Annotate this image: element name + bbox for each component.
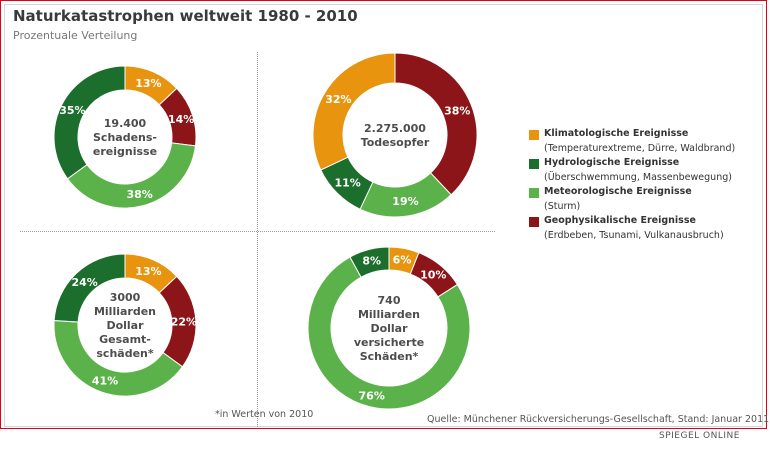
donut-percent-label: 32% (325, 93, 351, 106)
donut-center-label: Schadens- (93, 131, 157, 144)
donut-segment-klimatologische (312, 52, 396, 171)
brand-label: SPIEGEL ONLINE (659, 431, 740, 441)
footnote: *in Werten von 2010 (215, 409, 314, 420)
donut-percent-label: 38% (444, 104, 470, 117)
donut-percent-label: 35% (59, 104, 85, 117)
legend-swatch (529, 159, 539, 169)
donut-center-label: Dollar (106, 319, 144, 332)
donut-center-label: Milliarden (94, 305, 156, 318)
donut-percent-label: 6% (393, 254, 412, 267)
donut-center-label: Milliarden (358, 308, 420, 321)
donut-segment-hydrologische (53, 65, 126, 180)
donut-percent-label: 13% (135, 265, 161, 278)
legend-swatch (529, 217, 539, 227)
donut-percent-label: 22% (171, 315, 197, 328)
chart-inner-border (4, 4, 763, 427)
legend-label: Meteorologische Ereignisse (544, 186, 692, 197)
legend-label: Geophysikalische Ereignisse (544, 215, 696, 226)
donut-segment-hydrologische (349, 246, 390, 278)
legend-swatch (529, 130, 539, 140)
legend-description: (Überschwemmung, Massenbewegung) (544, 172, 732, 183)
vertical-divider (257, 52, 258, 427)
legend-label: Hydrologische Ereignisse (544, 157, 680, 168)
legend-item-meteorologisch: Meteorologische Ereignisse (Sturm) (529, 186, 759, 215)
donut-center-label: 2.275.000 (364, 122, 426, 135)
donut-center-label: schäden* (96, 347, 153, 360)
donut-percent-label: 76% (359, 389, 385, 402)
legend-item-geophysikalisch: Geophysikalische Ereignisse (Erdbeben, T… (529, 215, 759, 244)
legend-item-hydrologisch: Hydrologische Ereignisse (Überschwemmung… (529, 157, 759, 186)
donut-percent-label: 24% (71, 276, 97, 289)
chart-subtitle: Prozentuale Verteilung (13, 29, 138, 42)
donut-center-label: Gesamt- (99, 333, 151, 346)
donut-center-label: Todesopfer (361, 136, 430, 149)
donut-chart-gesamtschaeden: 13% 22% 41% 24% 3000MilliardenDollarGesamt-s… (53, 253, 197, 397)
donut-percent-label: 14% (168, 113, 194, 126)
donut-percent-label: 13% (135, 77, 161, 90)
donut-segment-hydrologische (53, 253, 126, 323)
donut-percent-label: 8% (362, 255, 381, 268)
legend-description: (Temperaturextreme, Dürre, Waldbrand) (544, 143, 736, 154)
donut-percent-label: 41% (92, 375, 118, 388)
legend: Klimatologische Ereignisse (Temperaturex… (529, 128, 759, 244)
donut-percent-label: 38% (127, 188, 153, 201)
chart-title: Naturkatastrophen weltweit 1980 - 2010 (13, 7, 358, 25)
donut-center-label: 3000 (110, 291, 141, 304)
donut-center-label: Dollar (370, 322, 408, 335)
legend-description: (Sturm) (544, 201, 581, 212)
donut-center-label: ereignisse (93, 145, 157, 158)
donut-segment-geophysikalische (394, 52, 478, 196)
donut-segment-meteorologische (53, 320, 184, 397)
legend-item-klimatologisch: Klimatologische Ereignisse (Temperaturex… (529, 128, 759, 157)
donut-center-label: Schäden* (360, 350, 419, 363)
legend-swatch (529, 188, 539, 198)
source-note: Quelle: Münchener Rückversicherungs-Gese… (427, 414, 770, 425)
legend-description: (Erdbeben, Tsunami, Vulkanausbruch) (544, 230, 724, 241)
donut-percent-label: 19% (392, 195, 418, 208)
donut-center-label: versicherte (354, 336, 424, 349)
donut-segment-meteorologische (66, 142, 196, 209)
donut-percent-label: 10% (420, 268, 446, 281)
horizontal-divider (20, 231, 495, 232)
legend-label: Klimatologische Ereignisse (544, 128, 689, 139)
donut-chart-versicherte-schaeden: 6% 10% 76% 8% 740MilliardenDollarversicherte… (307, 246, 471, 410)
donut-center-label: 19.400 (104, 117, 147, 130)
donut-segment-meteorologische (307, 256, 471, 410)
donut-percent-label: 11% (334, 176, 360, 189)
donut-center-label: 740 (378, 294, 401, 307)
chart-frame (0, 0, 767, 429)
